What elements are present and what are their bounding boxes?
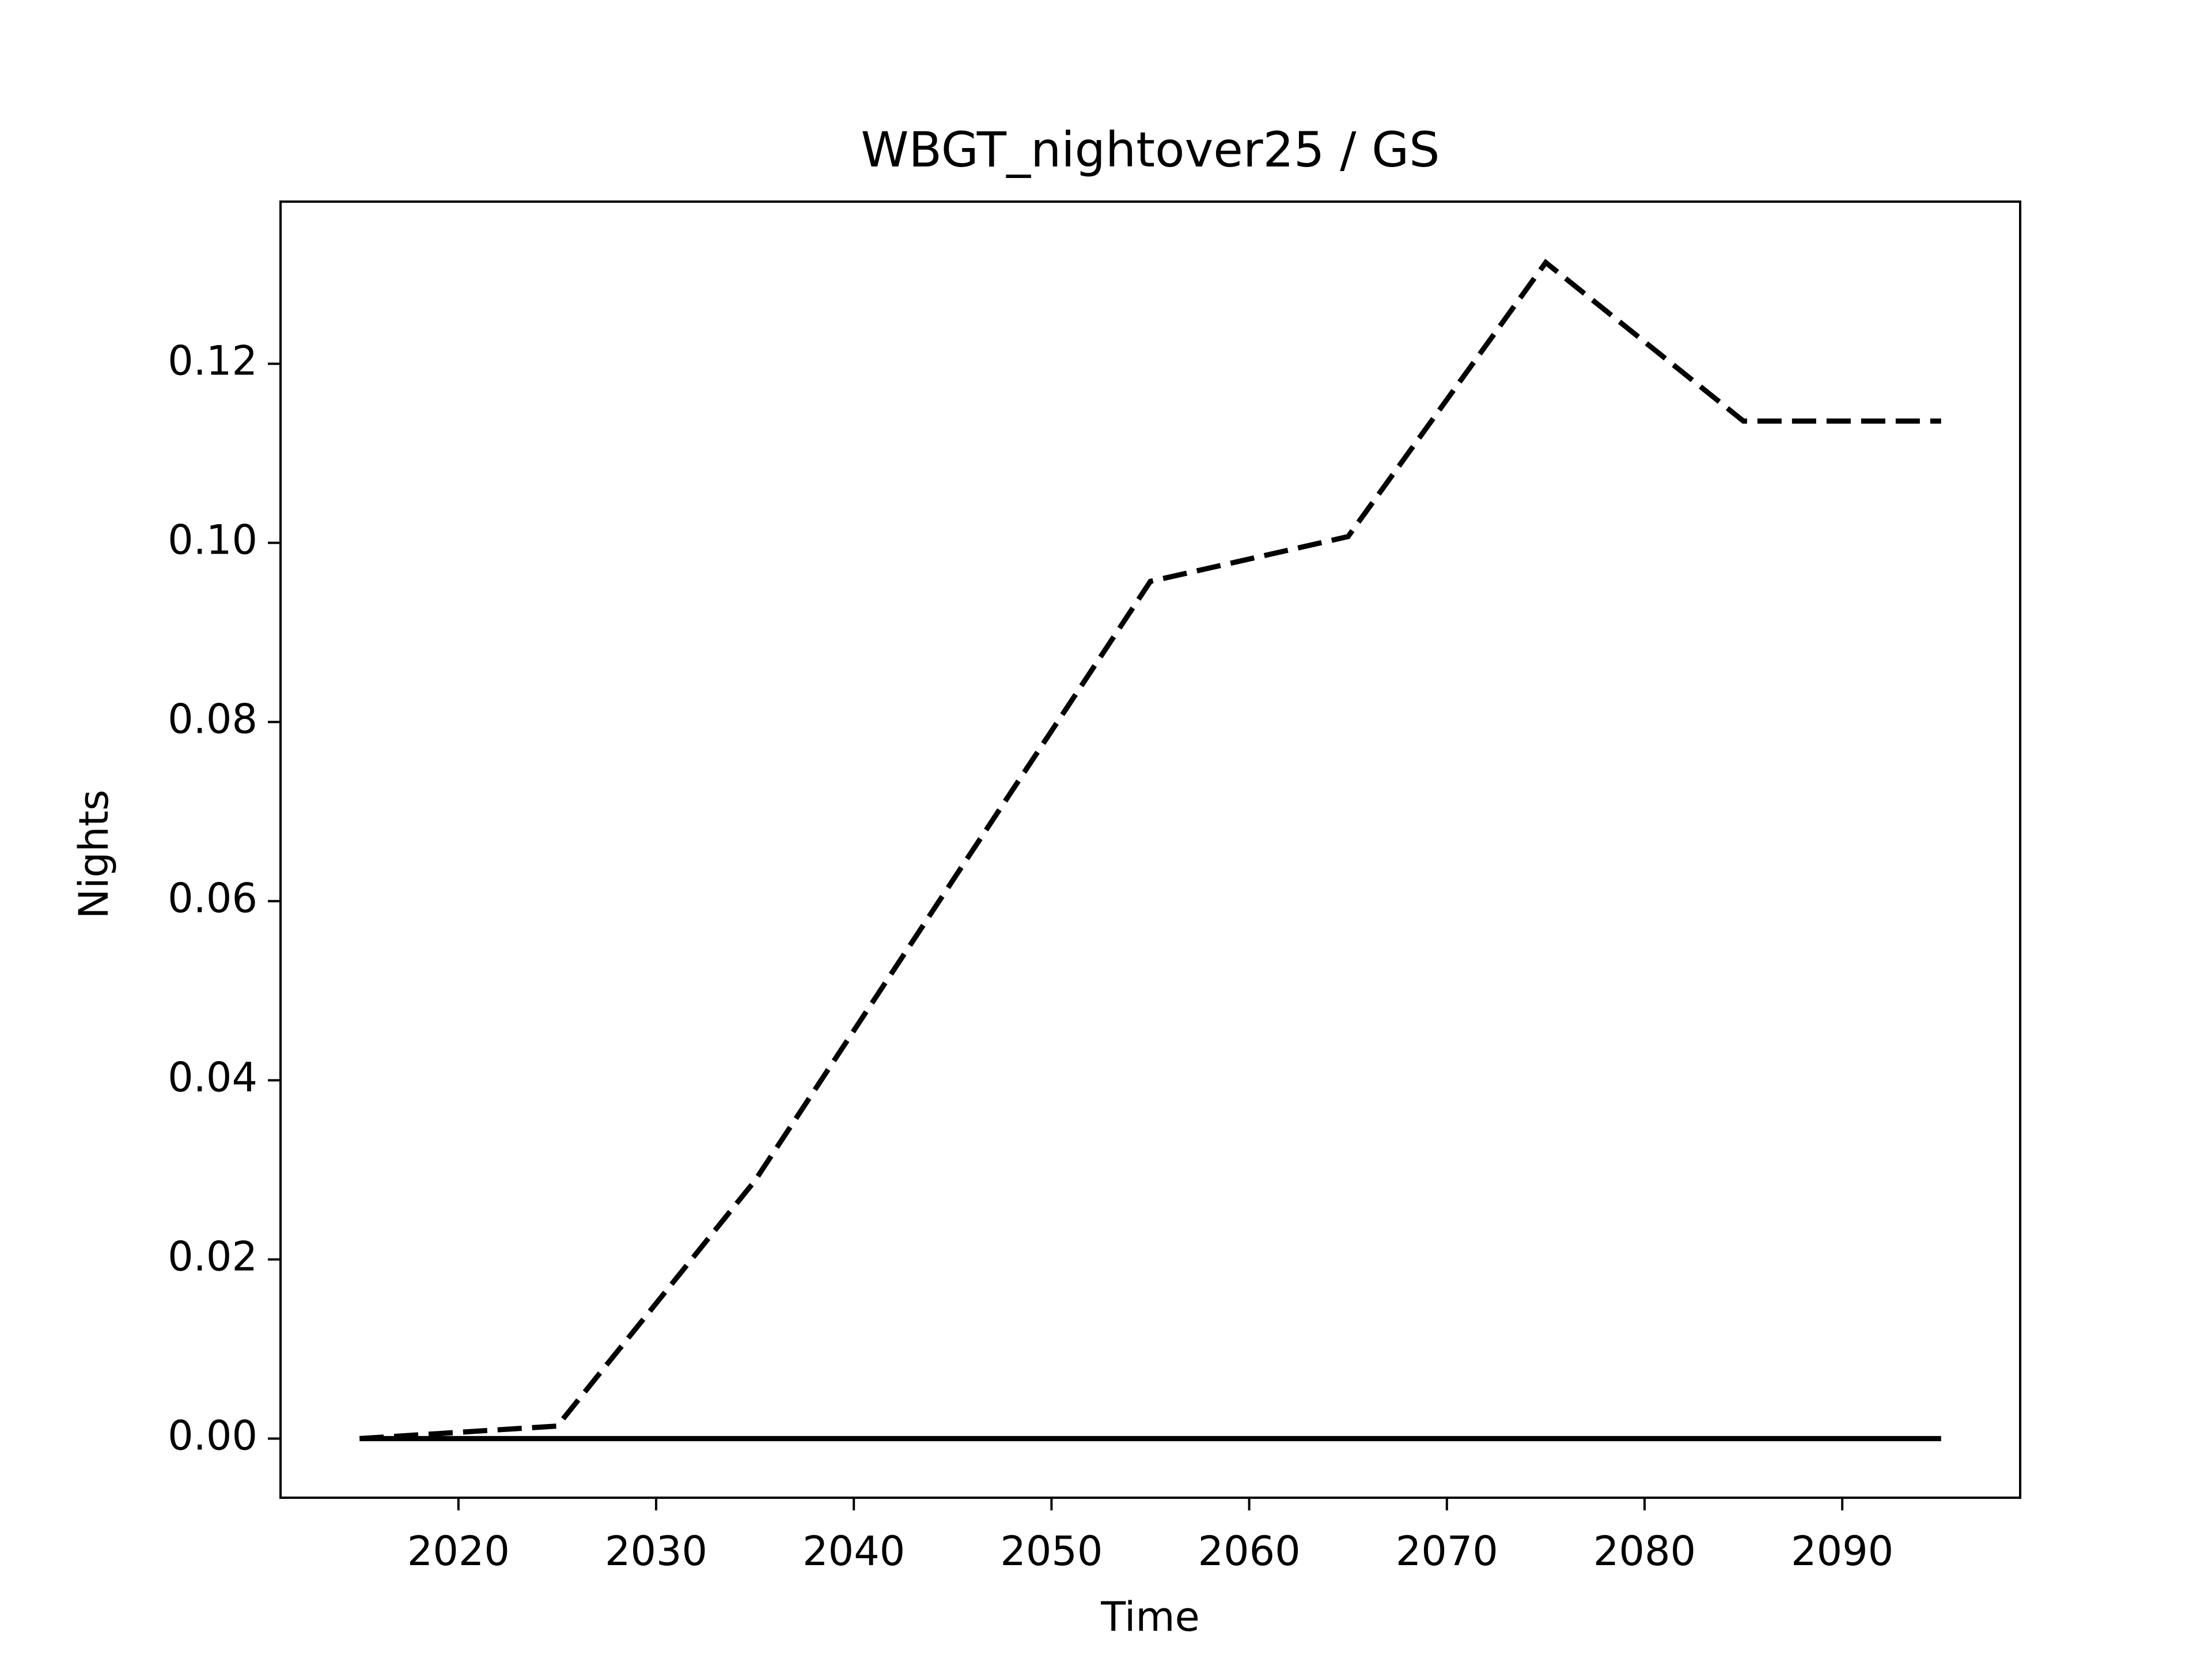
x-tick-label: 2020 [407,1528,510,1575]
y-tick-label: 0.06 [168,874,257,922]
y-tick-label: 0.00 [168,1412,257,1459]
y-axis-label: Nights [70,790,118,919]
x-tick-label: 2050 [1000,1528,1103,1575]
y-tick-label: 0.02 [168,1233,257,1280]
x-tick-label: 2070 [1396,1528,1498,1575]
x-tick-label: 2080 [1593,1528,1696,1575]
line-series [359,259,1941,1441]
x-tick-label: 2090 [1791,1528,1893,1575]
axes-frame [279,200,2021,1499]
y-tick-label: 0.08 [168,695,257,743]
x-axis-label: Time [1100,1593,1199,1641]
y-tick-label: 0.12 [168,337,257,384]
y-tick-label: 0.10 [168,516,257,563]
x-tick-label: 2060 [1198,1528,1301,1575]
y-tick-label: 0.04 [168,1054,257,1101]
x-tick-label: 2040 [802,1528,905,1575]
plot-area [359,259,1941,1441]
x-tick-label: 2030 [605,1528,707,1575]
chart-title: WBGT_nightover25 / GS [861,122,1440,178]
